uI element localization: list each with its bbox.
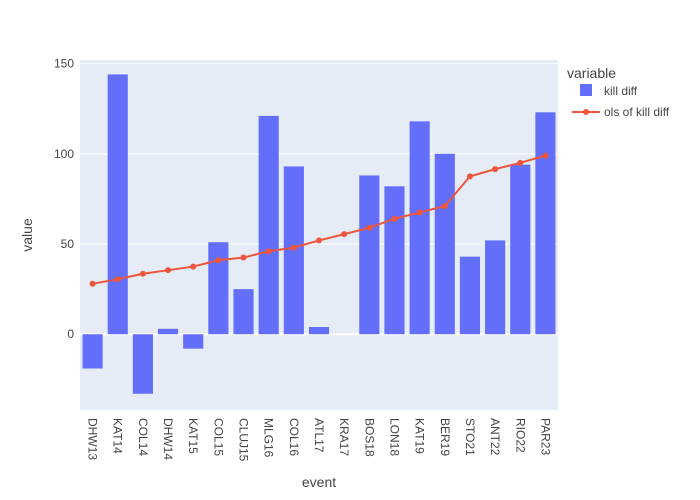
x-tick-label: KRA17 — [337, 418, 351, 456]
bar[interactable] — [208, 242, 229, 335]
legend-label-bar[interactable]: kill diff — [604, 84, 638, 98]
y-tick-label: 50 — [61, 237, 75, 251]
x-tick-label: BER19 — [438, 418, 452, 456]
plot-background — [80, 60, 558, 410]
y-axis-title: value — [19, 218, 35, 252]
bar[interactable] — [183, 334, 204, 349]
x-tick-label: COL14 — [136, 418, 150, 456]
bar[interactable] — [107, 74, 128, 335]
x-tick-label: COL16 — [287, 418, 301, 456]
ols-point[interactable] — [366, 224, 373, 231]
x-tick-label: ATL17 — [312, 418, 326, 453]
x-tick-label: DHW13 — [86, 418, 100, 460]
x-tick-label: KAT15 — [186, 418, 200, 454]
y-axis-ticks: 0 50 100 150 — [54, 57, 74, 342]
ols-point[interactable] — [190, 263, 197, 270]
x-tick-label: KAT19 — [413, 418, 427, 454]
ols-point[interactable] — [114, 276, 121, 283]
ols-point[interactable] — [265, 248, 272, 255]
ols-point[interactable] — [466, 173, 473, 180]
ols-line-layer — [89, 152, 549, 287]
x-tick-label: PAR23 — [538, 418, 552, 455]
ols-point[interactable] — [441, 203, 448, 210]
legend-label-line[interactable]: ols of kill diff — [604, 105, 670, 119]
bar[interactable] — [535, 112, 556, 335]
bar[interactable] — [132, 334, 153, 394]
bar[interactable] — [459, 256, 481, 335]
ols-point[interactable] — [542, 152, 549, 159]
bar[interactable] — [308, 327, 330, 335]
ols-point[interactable] — [215, 257, 222, 264]
x-tick-label: MLG16 — [262, 418, 276, 458]
ols-point[interactable] — [165, 267, 172, 274]
x-tick-label: ANT22 — [488, 418, 502, 456]
x-tick-label: DHW14 — [161, 418, 175, 460]
ols-point[interactable] — [517, 159, 524, 166]
bar[interactable] — [485, 240, 506, 335]
ols-point[interactable] — [391, 215, 398, 222]
bar[interactable] — [233, 289, 254, 335]
bar[interactable] — [359, 175, 380, 335]
y-tick-label: 150 — [54, 57, 74, 71]
bars — [82, 74, 556, 394]
x-tick-label: BOS18 — [362, 418, 376, 457]
ols-point[interactable] — [89, 280, 96, 287]
x-tick-label: KAT14 — [111, 418, 125, 454]
bar[interactable] — [258, 115, 279, 335]
legend: variable kill diff ols of kill diff — [567, 65, 670, 119]
x-tick-label: COL15 — [211, 418, 225, 456]
legend-swatch-marker[interactable] — [583, 109, 589, 115]
ols-point[interactable] — [416, 209, 423, 216]
ols-point[interactable] — [290, 244, 297, 251]
bar[interactable] — [409, 121, 430, 335]
bar[interactable] — [434, 153, 455, 335]
y-tick-label: 0 — [67, 327, 74, 341]
ols-point[interactable] — [139, 270, 146, 277]
bar[interactable] — [157, 328, 179, 335]
y-tick-label: 100 — [54, 147, 74, 161]
x-axis-ticks: DHW13 KAT14 COL14 DHW14 KAT15 COL15 CLUJ15 MLG1… — [86, 418, 553, 462]
x-tick-label: STO21 — [463, 418, 477, 456]
legend-title: variable — [567, 65, 616, 81]
bar[interactable] — [510, 164, 531, 335]
ols-point[interactable] — [240, 254, 247, 261]
x-tick-label: RIO22 — [513, 418, 527, 453]
x-axis-title: event — [302, 474, 336, 490]
x-tick-label: CLUJ15 — [237, 418, 251, 462]
legend-swatch-bar[interactable] — [580, 84, 592, 96]
bar[interactable] — [384, 186, 405, 335]
ols-point[interactable] — [316, 237, 322, 244]
x-tick-label: LON18 — [387, 418, 401, 456]
bar[interactable] — [82, 334, 103, 369]
ols-point[interactable] — [341, 231, 348, 238]
ols-point[interactable] — [492, 166, 499, 173]
